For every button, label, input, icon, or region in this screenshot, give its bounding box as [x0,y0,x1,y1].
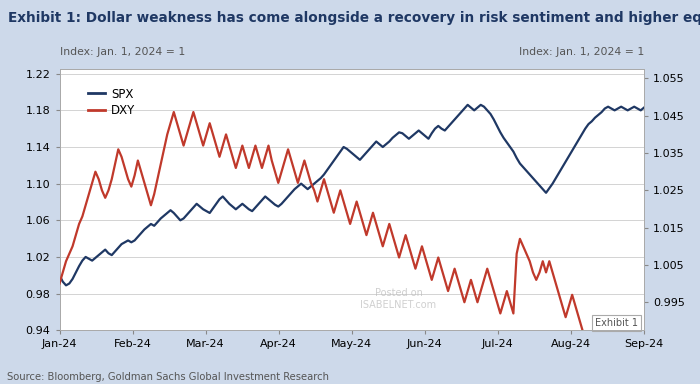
Legend: SPX, DXY: SPX, DXY [83,83,140,122]
Text: Posted on
ISABELNET.com: Posted on ISABELNET.com [360,288,437,310]
Text: Source: Bloomberg, Goldman Sachs Global Investment Research: Source: Bloomberg, Goldman Sachs Global … [7,372,329,382]
Text: Index: Jan. 1, 2024 = 1: Index: Jan. 1, 2024 = 1 [519,47,644,57]
Text: Exhibit 1: Exhibit 1 [595,318,638,328]
Text: Index: Jan. 1, 2024 = 1: Index: Jan. 1, 2024 = 1 [60,47,185,57]
Text: Exhibit 1: Dollar weakness has come alongside a recovery in risk sentiment and h: Exhibit 1: Dollar weakness has come alon… [8,12,700,25]
